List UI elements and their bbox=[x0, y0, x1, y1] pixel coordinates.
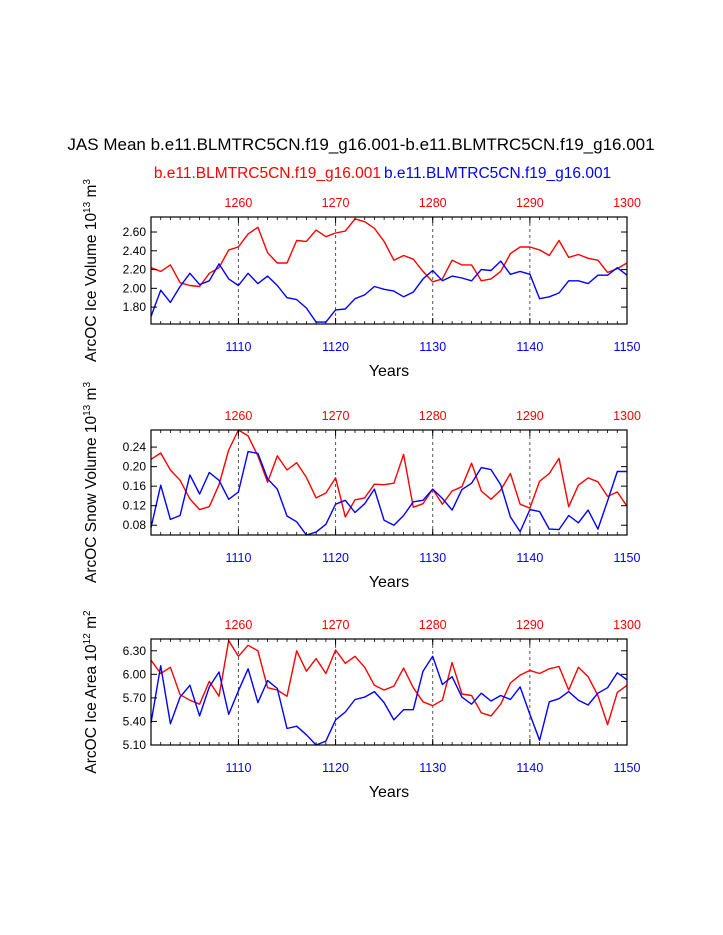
y-tick-label: 5.70 bbox=[123, 691, 147, 705]
top-tick-label: 1290 bbox=[516, 618, 544, 632]
top-tick-label: 1300 bbox=[613, 196, 641, 210]
series-line-blue bbox=[150, 260, 628, 323]
y-axis-title-part: 13 bbox=[82, 201, 93, 213]
top-tick-label: 1300 bbox=[613, 409, 641, 423]
bottom-tick-label: 1150 bbox=[614, 340, 641, 354]
y-axis-title-part: 3 bbox=[82, 179, 93, 185]
y-tick-label: 2.40 bbox=[123, 244, 147, 258]
y-axis-title-part: m bbox=[83, 185, 100, 202]
y-axis-title-part: 12 bbox=[82, 633, 93, 645]
top-tick-label: 1270 bbox=[322, 409, 350, 423]
y-tick-label: 6.30 bbox=[123, 644, 147, 658]
y-tick-label: 5.10 bbox=[123, 738, 147, 752]
series-line-blue bbox=[150, 655, 628, 746]
top-tick-label: 1280 bbox=[419, 196, 447, 210]
series-line-blue bbox=[150, 450, 627, 536]
figure-title: JAS Mean b.e11.BLMTRC5CN.f19_g16.001-b.e… bbox=[67, 135, 654, 154]
x-axis-title: Years bbox=[369, 574, 409, 591]
plot-frame bbox=[150, 429, 628, 536]
y-tick-label: 1.80 bbox=[123, 300, 147, 314]
y-tick-label: 0.08 bbox=[123, 518, 147, 532]
y-axis-title-part: 2 bbox=[82, 610, 93, 616]
y-axis-title-part: ArcOC Ice Area 10 bbox=[83, 644, 100, 774]
y-axis-title-part: 3 bbox=[82, 382, 93, 388]
legend-red-case: b.e11.BLMTRC5CN.f19_g16.001 bbox=[154, 165, 381, 182]
top-tick-label: 1260 bbox=[225, 409, 253, 423]
top-tick-label: 1280 bbox=[419, 409, 447, 423]
y-tick-label: 2.60 bbox=[123, 225, 147, 239]
chart-panel-1: 1110 1120 1130 1140 1150 1260 1270 1280 1290 1300… bbox=[82, 179, 641, 380]
y-axis-title-part: ArcOC Snow Volume 10 bbox=[83, 416, 100, 584]
top-tick-label: 1300 bbox=[613, 618, 641, 632]
top-tick-label: 1290 bbox=[516, 196, 544, 210]
y-axis-title-part: m bbox=[83, 388, 100, 405]
top-tick-label: 1260 bbox=[225, 618, 253, 632]
y-tick-label: 6.00 bbox=[123, 667, 147, 681]
series-line-red bbox=[150, 639, 628, 726]
y-tick-label: 5.40 bbox=[123, 714, 147, 728]
bottom-tick-label: 1120 bbox=[322, 761, 349, 775]
bottom-tick-label: 1130 bbox=[419, 340, 446, 354]
plot-frame bbox=[150, 638, 628, 746]
y-tick-label: 0.24 bbox=[123, 440, 147, 454]
y-tick-label: 2.20 bbox=[123, 263, 147, 277]
bottom-tick-label: 1110 bbox=[225, 340, 251, 354]
chart-panel-2: 1110 1120 1130 1140 1150 1260 1270 1280 1290 1300… bbox=[82, 382, 641, 591]
y-axis-title-part: m bbox=[83, 616, 100, 633]
x-axis-title: Years bbox=[369, 363, 409, 380]
bottom-tick-label: 1140 bbox=[516, 340, 543, 354]
top-tick-label: 1270 bbox=[322, 618, 350, 632]
top-tick-label: 1260 bbox=[225, 196, 253, 210]
y-axis-title-part: 13 bbox=[82, 404, 93, 416]
series-line-red bbox=[150, 218, 628, 288]
bottom-tick-label: 1150 bbox=[614, 761, 641, 775]
chart-panel-3: 1110 1120 1130 1140 1150 1260 1270 1280 1290 1300… bbox=[82, 610, 641, 801]
top-tick-label: 1280 bbox=[419, 618, 447, 632]
bottom-tick-label: 1140 bbox=[516, 761, 543, 775]
bottom-tick-label: 1130 bbox=[419, 551, 446, 565]
y-tick-label: 0.12 bbox=[123, 499, 147, 513]
legend-blue-case: b.e11.BLMTRC5CN.f19_g16.001 bbox=[384, 165, 611, 182]
y-axis-title: ArcOC Ice Volume 1013 m3 bbox=[82, 179, 100, 362]
y-axis-title-part: ArcOC Ice Volume 10 bbox=[83, 213, 100, 362]
y-tick-label: 0.20 bbox=[123, 460, 147, 474]
series-line-red bbox=[150, 429, 628, 518]
bottom-tick-label: 1120 bbox=[322, 551, 349, 565]
bottom-tick-label: 1120 bbox=[322, 340, 349, 354]
bottom-tick-label: 1130 bbox=[419, 761, 446, 775]
y-axis-title: ArcOC Snow Volume 1013 m3 bbox=[82, 382, 100, 583]
x-axis-title: Years bbox=[369, 784, 409, 801]
top-tick-label: 1270 bbox=[322, 196, 350, 210]
bottom-tick-label: 1110 bbox=[225, 551, 251, 565]
bottom-tick-label: 1110 bbox=[225, 761, 251, 775]
y-axis-title: ArcOC Ice Area 1012 m2 bbox=[82, 610, 100, 774]
bottom-tick-label: 1140 bbox=[516, 551, 543, 565]
y-tick-label: 2.00 bbox=[123, 281, 147, 295]
bottom-tick-label: 1150 bbox=[614, 551, 641, 565]
top-tick-label: 1290 bbox=[516, 409, 544, 423]
plot-frame bbox=[150, 216, 628, 325]
y-tick-label: 0.16 bbox=[123, 479, 147, 493]
